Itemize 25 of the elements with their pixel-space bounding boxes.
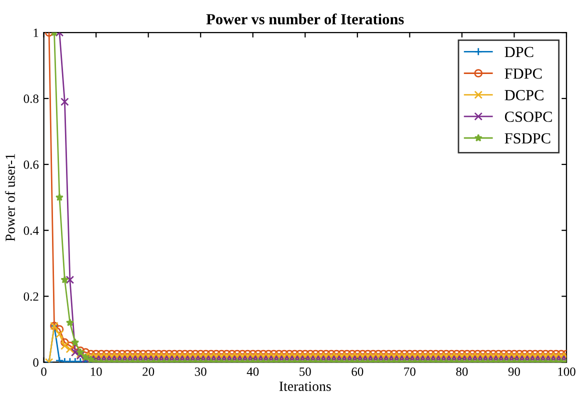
x-tick-label: 40 — [246, 367, 259, 376]
x-tick-label: 90 — [508, 367, 520, 376]
y-tick-label: 0.8 — [24, 94, 38, 104]
chart-title: Power vs number of Iterations — [206, 13, 404, 24]
x-tick-label: 10 — [90, 367, 102, 376]
y-tick-label: 0.2 — [24, 292, 38, 301]
legend-label: FSDPC — [504, 133, 550, 144]
legend-label: CSOPC — [504, 112, 552, 122]
x-tick-label: 80 — [456, 367, 468, 376]
y-tick-label: 0.4 — [24, 226, 39, 235]
legend-label: DCPC — [504, 90, 544, 100]
y-axis-title: Power of user-1 — [5, 154, 15, 242]
x-tick-label: 0 — [41, 367, 46, 376]
x-tick-label: 50 — [300, 367, 311, 376]
y-tick-label: 0.6 — [24, 160, 39, 169]
y-tick-label: 0 — [33, 358, 38, 367]
x-tick-label: 60 — [352, 367, 364, 376]
x-axis-title: Iterations — [279, 382, 331, 391]
x-tick-label: 30 — [194, 367, 206, 376]
x-tick-label: 20 — [142, 367, 154, 376]
legend-label: FDPC — [504, 68, 542, 79]
y-tick-label: 1 — [34, 28, 38, 37]
legend-label: DPC — [504, 46, 534, 58]
x-tick-label: 100 — [558, 367, 576, 376]
x-tick-label: 70 — [404, 367, 416, 376]
